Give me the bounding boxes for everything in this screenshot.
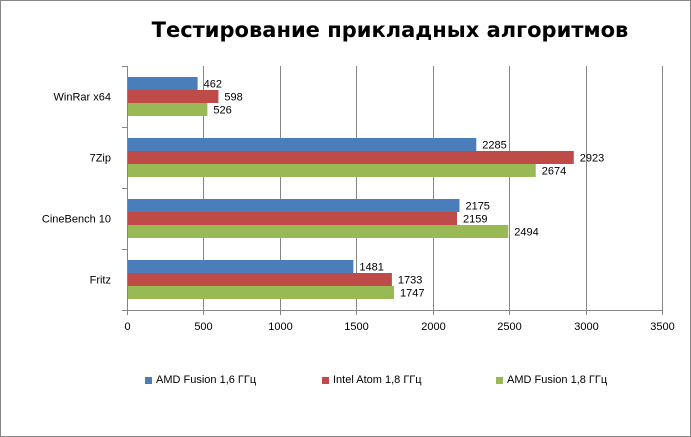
bar	[127, 90, 219, 103]
x-tick-label: 500	[194, 321, 212, 333]
category-label: CineBench 10	[42, 214, 111, 226]
bar	[127, 77, 198, 90]
data-label: 598	[224, 92, 242, 104]
x-tick-label: 2500	[497, 321, 521, 333]
data-label: 526	[213, 105, 231, 117]
legend-swatch	[145, 376, 152, 384]
data-label: 1733	[398, 275, 422, 287]
category-label: 7Zip	[90, 153, 111, 165]
bar	[127, 199, 460, 212]
bar	[127, 286, 395, 299]
data-label: 2494	[514, 227, 538, 239]
legend-item: AMD Fusion 1,6 ГГц	[145, 374, 256, 386]
x-tick-label: 1000	[268, 321, 292, 333]
legend: AMD Fusion 1,6 ГГц Intel Atom 1,8 ГГц AMD …	[0, 374, 691, 390]
legend-item: AMD Fusion 1,8 ГГц	[496, 374, 607, 386]
data-label: 1481	[359, 262, 383, 274]
data-label: 2175	[465, 201, 489, 213]
bar	[127, 225, 509, 238]
bar	[127, 103, 208, 116]
x-tick-label: 3500	[650, 321, 674, 333]
data-label: 462	[204, 79, 222, 91]
bar	[127, 212, 458, 225]
legend-label: Intel Atom 1,8 ГГц	[333, 374, 422, 386]
data-label: 1747	[400, 288, 424, 300]
legend-label: AMD Fusion 1,8 ГГц	[507, 374, 608, 386]
bar	[127, 260, 354, 273]
legend-label: AMD Fusion 1,6 ГГц	[156, 374, 257, 386]
legend-swatch	[322, 376, 329, 384]
category-label: WinRar x64	[54, 92, 111, 104]
bar	[127, 138, 477, 151]
x-tick-label: 3000	[574, 321, 598, 333]
bar	[127, 273, 392, 286]
legend-swatch	[496, 376, 503, 384]
chart-title: Тестирование прикладных алгоритмов	[151, 18, 629, 42]
data-label: 2285	[482, 140, 506, 152]
data-label: 2674	[542, 166, 566, 178]
data-label: 2923	[580, 153, 604, 165]
bar	[127, 151, 574, 164]
x-tick-label: 1500	[344, 321, 368, 333]
bar	[127, 164, 536, 177]
x-tick-label: 2000	[421, 321, 445, 333]
x-tick-label: 0	[124, 321, 130, 333]
legend-item: Intel Atom 1,8 ГГц	[322, 374, 422, 386]
category-label: Fritz	[90, 275, 111, 287]
data-label: 2159	[463, 214, 487, 226]
